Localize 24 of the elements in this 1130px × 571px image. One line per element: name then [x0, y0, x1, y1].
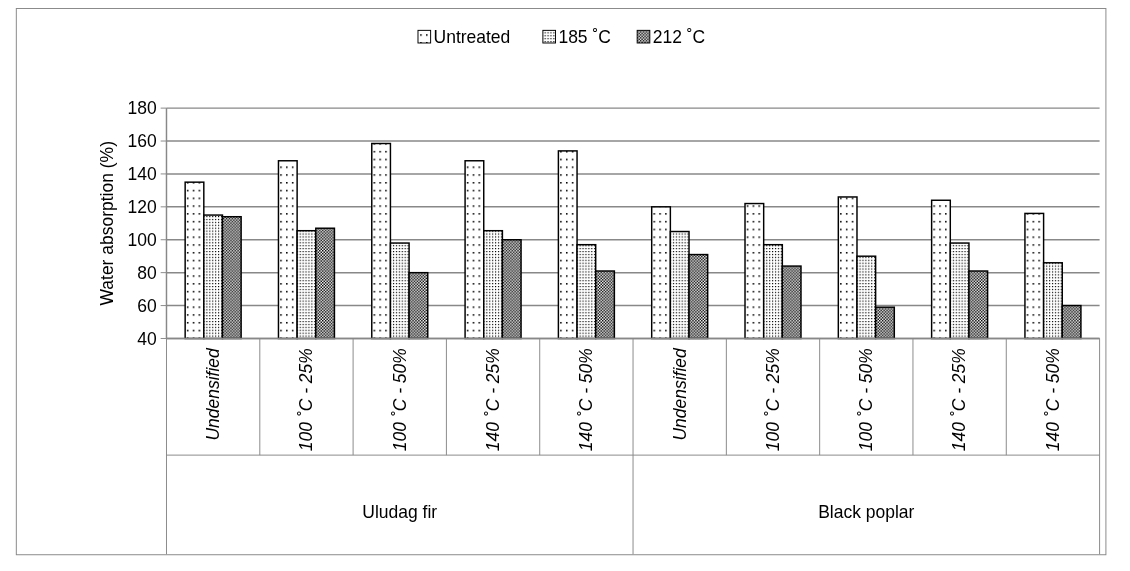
x-tick-label: 100 ˚C - 25% — [296, 348, 317, 452]
x-tick-label: 100 ˚C - 25% — [762, 348, 783, 452]
y-axis-title: Water absorption (%) — [97, 141, 118, 306]
text: Black poplar — [818, 502, 915, 523]
legend-label: 185 ˚C — [558, 27, 611, 48]
x-tick-label: 100 ˚C - 50% — [856, 348, 877, 452]
y-tick-label: 120 — [127, 196, 158, 217]
text: Uludag fir — [362, 502, 438, 523]
y-tick-label: 60 — [137, 295, 158, 316]
y-tick-label: 80 — [137, 262, 158, 283]
y-tick-label: 140 — [127, 164, 158, 185]
x-tick-label: 140 ˚C - 50% — [1042, 348, 1063, 452]
y-tick-label: 180 — [127, 98, 158, 119]
legend-label: Untreated — [433, 27, 511, 48]
y-tick-label: 100 — [127, 229, 158, 250]
x-tick-label: 100 ˚C - 50% — [389, 348, 410, 452]
y-tick-label: 40 — [137, 328, 158, 349]
x-tick-label: Undensified — [669, 346, 690, 441]
y-tick-label: 160 — [127, 131, 158, 152]
x-tick-label: 140 ˚C - 25% — [482, 348, 503, 452]
x-tick-label: 140 ˚C - 25% — [949, 348, 970, 452]
legend-label: 212 ˚C — [652, 27, 706, 48]
x-tick-label: 140 ˚C - 50% — [576, 348, 597, 452]
x-tick-label: Undensified — [202, 346, 223, 441]
